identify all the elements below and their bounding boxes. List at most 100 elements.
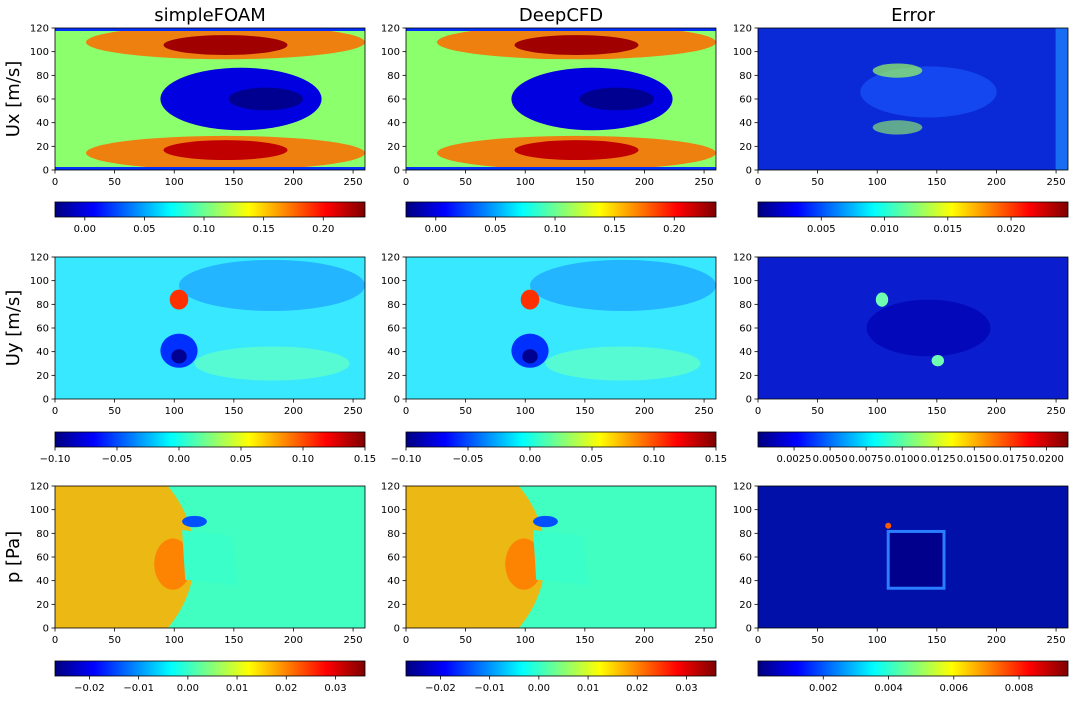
y-tick-label-p-simplefoam-0: 0 (43, 624, 49, 635)
colorbar-tick-label-ux-error-0: 0.005 (807, 224, 836, 235)
y-tick-label-ux-deepcfd-4: 80 (387, 71, 400, 82)
colorbar-tick-label-uy-deepcfd-0: −0.10 (391, 454, 422, 465)
colorbar-tick-label-p-simplefoam-4: 0.02 (275, 683, 297, 694)
heatmap-ux-deepcfd (406, 28, 716, 170)
x-tick-label-uy-simplefoam-2: 100 (165, 406, 184, 417)
colorbar-p-deepcfd (405, 660, 717, 677)
colorbar-tick-label-uy-simplefoam-0: −0.10 (40, 454, 71, 465)
y-tick-label-uy-deepcfd-5: 100 (381, 276, 400, 287)
x-tick-label-uy-deepcfd-1: 50 (459, 406, 472, 417)
y-tick-label-uy-error-1: 20 (739, 371, 752, 382)
y-tick-label-p-deepcfd-6: 120 (381, 482, 400, 493)
x-tick-label-p-error-1: 50 (811, 635, 824, 646)
y-tick-label-ux-deepcfd-6: 120 (381, 24, 400, 35)
x-tick-label-uy-deepcfd-0: 0 (403, 406, 409, 417)
y-tick-label-uy-deepcfd-6: 120 (381, 253, 400, 264)
x-tick-label-p-deepcfd-2: 100 (516, 635, 535, 646)
x-tick-label-ux-simplefoam-0: 0 (52, 177, 58, 188)
y-tick-label-uy-simplefoam-3: 60 (36, 324, 49, 335)
x-tick-label-uy-simplefoam-5: 250 (344, 406, 363, 417)
y-tick-label-ux-deepcfd-3: 60 (387, 95, 400, 106)
x-tick-label-p-simplefoam-3: 150 (224, 635, 243, 646)
colorbar-tick-label-p-deepcfd-1: −0.01 (474, 683, 505, 694)
x-tick-label-p-deepcfd-0: 0 (403, 635, 409, 646)
y-tick-label-ux-error-1: 20 (739, 142, 752, 153)
y-tick-label-uy-error-5: 100 (733, 276, 752, 287)
x-tick-label-p-deepcfd-3: 150 (575, 635, 594, 646)
colorbar-p-error (757, 660, 1069, 677)
x-tick-label-p-simplefoam-5: 250 (344, 635, 363, 646)
y-tick-label-uy-deepcfd-2: 40 (387, 347, 400, 358)
y-tick-label-uy-error-3: 60 (739, 324, 752, 335)
y-tick-label-p-error-0: 0 (746, 624, 752, 635)
row-label-p: p [Pa] (3, 531, 24, 583)
x-tick-label-p-error-4: 200 (987, 635, 1006, 646)
y-tick-label-p-simplefoam-5: 100 (30, 505, 49, 516)
y-tick-label-ux-deepcfd-1: 20 (387, 142, 400, 153)
x-tick-label-uy-deepcfd-3: 150 (575, 406, 594, 417)
colorbar-tick-label-ux-simplefoam-0: 0.00 (74, 224, 96, 235)
y-tick-label-ux-error-2: 40 (739, 118, 752, 129)
y-tick-label-ux-simplefoam-1: 20 (36, 142, 49, 153)
x-tick-label-ux-error-5: 250 (1047, 177, 1066, 188)
colorbar-tick-label-p-error-1: 0.004 (874, 683, 903, 694)
y-tick-label-p-error-1: 20 (739, 600, 752, 611)
y-tick-label-ux-simplefoam-2: 40 (36, 118, 49, 129)
y-tick-label-ux-error-5: 100 (733, 47, 752, 58)
column-title-error: Error (891, 5, 935, 26)
colorbar-tick-label-p-simplefoam-1: −0.01 (123, 683, 154, 694)
x-tick-label-uy-error-2: 100 (868, 406, 887, 417)
y-tick-label-p-deepcfd-0: 0 (394, 624, 400, 635)
heatmap-uy-simplefoam (55, 257, 365, 399)
y-tick-label-uy-simplefoam-6: 120 (30, 253, 49, 264)
x-tick-label-uy-error-3: 150 (927, 406, 946, 417)
y-tick-label-p-simplefoam-2: 40 (36, 576, 49, 587)
y-tick-label-p-error-2: 40 (739, 576, 752, 587)
colorbar-tick-label-uy-deepcfd-5: 0.15 (705, 454, 727, 465)
x-tick-label-p-simplefoam-2: 100 (165, 635, 184, 646)
colorbar-tick-label-uy-error-4: 0.0125 (921, 454, 956, 465)
x-tick-label-ux-deepcfd-5: 250 (695, 177, 714, 188)
colorbar-tick-label-ux-simplefoam-3: 0.15 (253, 224, 275, 235)
x-tick-label-uy-deepcfd-5: 250 (695, 406, 714, 417)
heatmap-uy-error (758, 257, 1068, 399)
y-tick-label-uy-error-0: 0 (746, 395, 752, 406)
y-tick-label-uy-simplefoam-5: 100 (30, 276, 49, 287)
x-tick-label-ux-deepcfd-3: 150 (575, 177, 594, 188)
y-tick-label-p-deepcfd-5: 100 (381, 505, 400, 516)
colorbar-tick-label-ux-deepcfd-0: 0.00 (425, 224, 447, 235)
colorbar-tick-label-ux-deepcfd-1: 0.05 (484, 224, 506, 235)
colorbar-tick-label-uy-deepcfd-1: −0.05 (453, 454, 484, 465)
y-tick-label-p-error-5: 100 (733, 505, 752, 516)
x-tick-label-p-simplefoam-4: 200 (284, 635, 303, 646)
colorbar-p-simplefoam (54, 660, 366, 677)
colorbar-ux-simplefoam (54, 201, 366, 218)
y-tick-label-p-simplefoam-4: 80 (36, 529, 49, 540)
colorbar-tick-label-ux-error-1: 0.010 (870, 224, 899, 235)
colorbar-tick-label-uy-error-0: 0.0025 (777, 454, 812, 465)
colorbar-tick-label-ux-deepcfd-3: 0.15 (604, 224, 626, 235)
colorbar-tick-label-uy-deepcfd-2: 0.00 (519, 454, 541, 465)
colorbar-tick-label-uy-error-7: 0.0200 (1029, 454, 1064, 465)
heatmap-ux-error (758, 28, 1068, 170)
y-tick-label-uy-error-2: 40 (739, 347, 752, 358)
y-tick-label-uy-simplefoam-4: 80 (36, 300, 49, 311)
x-tick-label-uy-deepcfd-2: 100 (516, 406, 535, 417)
x-tick-label-ux-simplefoam-5: 250 (344, 177, 363, 188)
y-tick-label-uy-simplefoam-0: 0 (43, 395, 49, 406)
y-tick-label-ux-deepcfd-2: 40 (387, 118, 400, 129)
y-tick-label-p-deepcfd-3: 60 (387, 553, 400, 564)
colorbar-tick-label-ux-simplefoam-2: 0.10 (193, 224, 215, 235)
x-tick-label-ux-deepcfd-2: 100 (516, 177, 535, 188)
y-tick-label-uy-deepcfd-4: 80 (387, 300, 400, 311)
y-tick-label-ux-simplefoam-3: 60 (36, 95, 49, 106)
row-label-uy: Uy [m/s] (3, 290, 24, 367)
x-tick-label-uy-error-4: 200 (987, 406, 1006, 417)
colorbar-tick-label-p-deepcfd-5: 0.03 (675, 683, 697, 694)
y-tick-label-p-error-4: 80 (739, 529, 752, 540)
y-tick-label-uy-error-6: 120 (733, 253, 752, 264)
y-tick-label-ux-error-3: 60 (739, 95, 752, 106)
y-tick-label-uy-error-4: 80 (739, 300, 752, 311)
colorbar-tick-label-p-deepcfd-0: −0.02 (425, 683, 456, 694)
x-tick-label-ux-error-4: 200 (987, 177, 1006, 188)
